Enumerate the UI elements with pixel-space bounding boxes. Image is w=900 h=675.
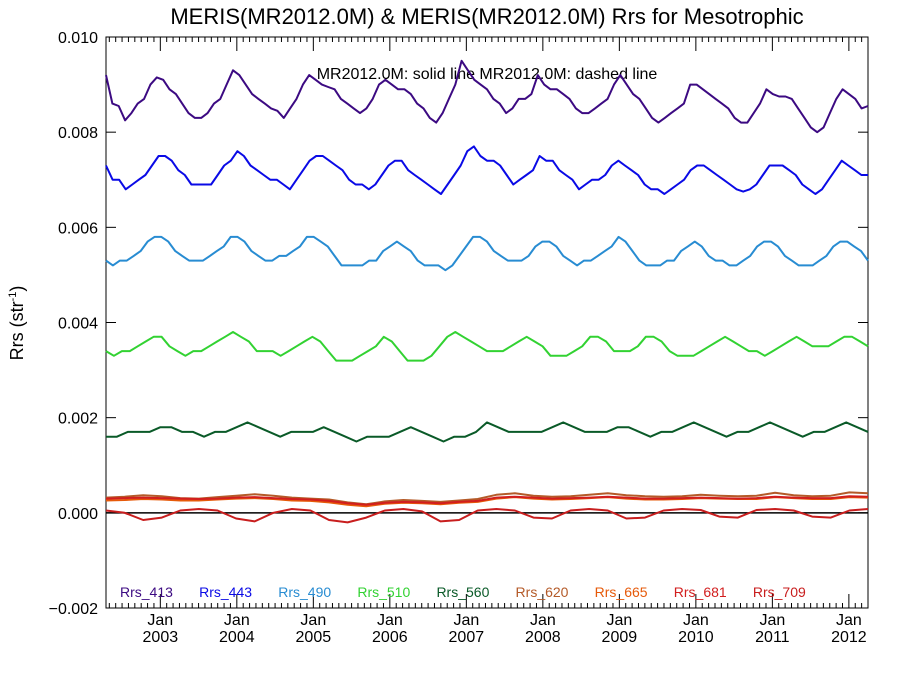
legend-item-rrs-443: Rrs_443 — [199, 584, 252, 600]
x-tick-year-label: 2005 — [296, 629, 332, 646]
y-tick-label: −0.002 — [49, 601, 98, 618]
y-tick-label: 0.008 — [58, 125, 98, 142]
chart-subtitle: MR2012.0M: solid line MR2012.0M: dashed … — [317, 66, 658, 83]
legend-item-rrs-490: Rrs_490 — [278, 584, 331, 600]
x-tick-month-label: Jan — [606, 612, 632, 629]
y-tick-label: 0.004 — [58, 316, 98, 333]
series-line-rrs-490 — [105, 235, 869, 272]
series-line-rrs-620 — [105, 491, 869, 506]
y-axis-label-sup: -1 — [7, 292, 19, 302]
x-tick-month-label: Jan — [836, 612, 862, 629]
y-tick-label: 0.006 — [58, 220, 98, 237]
x-tick-month-label: Jan — [377, 612, 403, 629]
series-line-rrs-510 — [105, 331, 869, 362]
legend-item-rrs-681: Rrs_681 — [674, 584, 727, 600]
x-tick-month-label: Jan — [147, 612, 173, 629]
plot-frame — [105, 36, 869, 609]
x-tick-month-label: Jan — [300, 612, 326, 629]
x-tick-year-label: 2003 — [143, 629, 179, 646]
chart-title: MERIS(MR2012.0M) & MERIS(MR2012.0M) Rrs … — [170, 4, 803, 29]
series-line-rrs-681 — [105, 495, 869, 506]
y-axis-label-text: Rrs (str — [7, 301, 27, 360]
series-line-rrs-443 — [105, 145, 868, 195]
plot-area: −0.0020.0000.0020.0040.0060.0080.010Jan2… — [49, 30, 869, 646]
legend-item-rrs-665: Rrs_665 — [595, 584, 648, 600]
legend-item-rrs-413: Rrs_413 — [120, 584, 173, 600]
x-tick-month-label: Jan — [530, 612, 556, 629]
y-axis-label-suffix: ) — [7, 286, 27, 292]
x-tick-year-label: 2008 — [525, 629, 561, 646]
y-tick-label: 0.000 — [58, 506, 98, 523]
y-tick-label: 0.010 — [58, 30, 98, 47]
legend-item-rrs-510: Rrs_510 — [357, 584, 410, 600]
x-tick-month-label: Jan — [224, 612, 250, 629]
legend-item-rrs-709: Rrs_709 — [753, 584, 806, 600]
svg-text:Rrs (str-1): Rrs (str-1) — [7, 286, 27, 361]
y-tick-label: 0.002 — [58, 411, 98, 428]
y-axis-label: Rrs (str-1) — [7, 286, 27, 361]
x-tick-year-label: 2012 — [831, 629, 867, 646]
x-tick-year-label: 2004 — [219, 629, 255, 646]
series-line-rrs-560 — [106, 421, 869, 443]
x-tick-month-label: Jan — [453, 612, 479, 629]
x-tick-year-label: 2009 — [602, 629, 638, 646]
x-tick-year-label: 2007 — [449, 629, 485, 646]
legend-item-rrs-560: Rrs_560 — [436, 584, 489, 600]
x-tick-month-label: Jan — [759, 612, 785, 629]
x-tick-year-label: 2011 — [755, 629, 790, 646]
series-line-rrs-413 — [105, 59, 869, 134]
legend-item-rrs-620: Rrs_620 — [516, 584, 569, 600]
x-tick-year-label: 2010 — [678, 629, 714, 646]
series-line-rrs-709 — [105, 508, 869, 524]
x-tick-month-label: Jan — [683, 612, 709, 629]
x-tick-year-label: 2006 — [372, 629, 408, 646]
